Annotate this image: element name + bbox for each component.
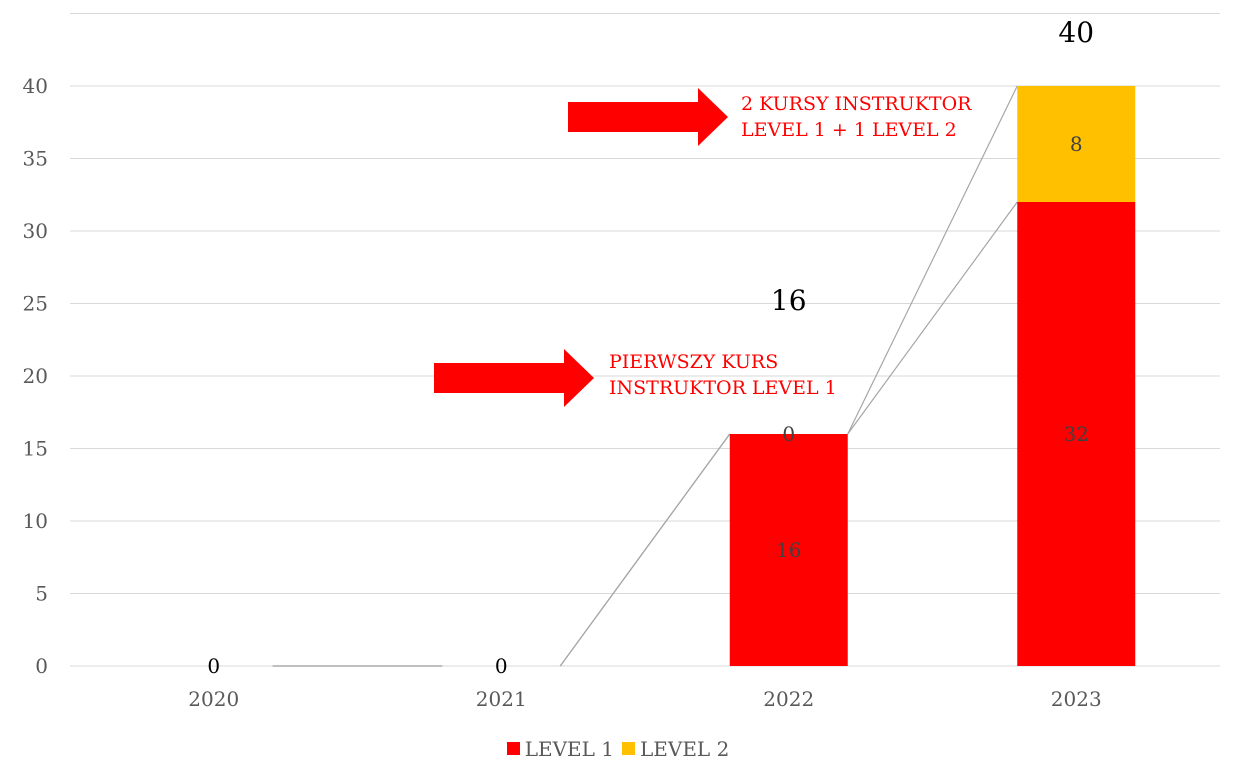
legend-item: LEVEL 2	[622, 737, 729, 761]
data-label: 0	[495, 654, 508, 678]
total-label: 40	[1058, 16, 1094, 49]
y-tick-label: 15	[23, 437, 48, 461]
bar-segment	[729, 434, 848, 666]
data-labels: 0 0 16 32 0 8 16 40	[207, 16, 1094, 678]
data-label: 32	[1064, 422, 1089, 446]
x-tick-label: 2022	[763, 687, 814, 711]
y-tick-label: 0	[35, 654, 48, 678]
legend-label: LEVEL 1	[524, 737, 614, 761]
annotations: PIERWSZY KURS INSTRUKTOR LEVEL 1 2 KURSY I…	[434, 88, 972, 407]
series-line-1	[559, 433, 731, 667]
data-label: 8	[1070, 132, 1083, 156]
arrow-right-icon	[434, 349, 594, 407]
series-line-1	[847, 85, 1018, 435]
x-tick-label: 2023	[1051, 687, 1102, 711]
legend-item: LEVEL 1	[506, 737, 614, 761]
annotation-text: PIERWSZY KURS	[609, 351, 778, 373]
y-tick-label: 30	[23, 219, 48, 243]
annotation-text: INSTRUKTOR LEVEL 1	[609, 377, 837, 399]
x-tick-label: 2020	[188, 687, 239, 711]
bar-segment	[1017, 86, 1136, 202]
y-tick-label: 10	[23, 509, 48, 533]
data-label: 0	[207, 654, 220, 678]
series-line-0	[847, 201, 1018, 435]
gridlines: 0 5 10 15 20 25 30 35 40 2020 2021 2022 2023	[23, 13, 1220, 711]
x-tick-label: 2021	[476, 687, 527, 711]
y-tick-label: 20	[23, 364, 48, 388]
bars	[729, 86, 1136, 666]
total-label: 16	[771, 284, 807, 317]
annotation-text: LEVEL 1 + 1 LEVEL 2	[741, 119, 957, 141]
data-label: 0	[782, 422, 795, 446]
y-tick-label: 40	[23, 74, 48, 98]
y-tick-label: 35	[23, 147, 48, 171]
arrow-right-icon	[568, 88, 728, 146]
data-label: 16	[776, 538, 801, 562]
series-connector-lines	[272, 85, 1018, 667]
y-tick-label: 25	[23, 292, 48, 316]
bar-segment	[1017, 202, 1136, 666]
legend: LEVEL 1 LEVEL 2	[0, 737, 1236, 761]
legend-swatch	[622, 742, 635, 755]
legend-label: LEVEL 2	[640, 737, 730, 761]
y-tick-label: 5	[35, 582, 48, 606]
annotation-text: 2 KURSY INSTRUKTOR	[741, 93, 972, 115]
legend-swatch	[506, 742, 520, 755]
